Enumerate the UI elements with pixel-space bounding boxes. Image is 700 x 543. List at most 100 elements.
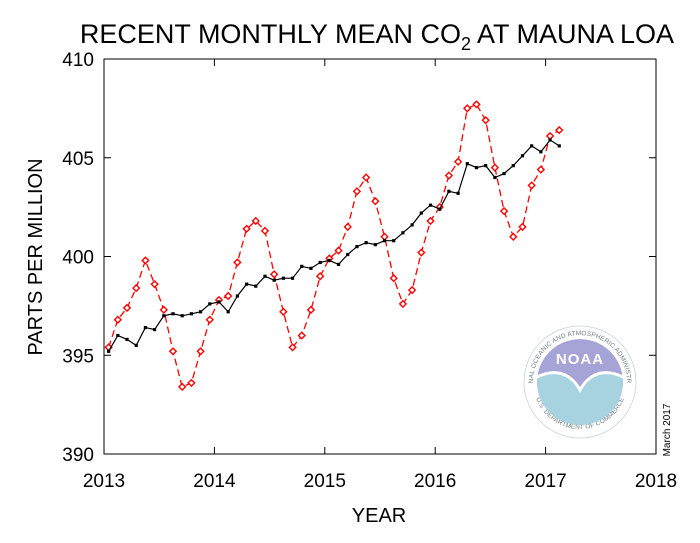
monthly-mean-point [398, 299, 408, 309]
monthly-mean-point [352, 187, 362, 196]
seasonally-corrected-point [143, 326, 148, 330]
monthly-mean-point [389, 274, 398, 283]
y-axis-label: PARTS PER MILLION [25, 158, 47, 355]
monthly-mean-point [361, 173, 371, 182]
seasonally-corrected-point [162, 314, 166, 318]
seasonally-corrected-point [309, 266, 313, 270]
monthly-mean-point [371, 197, 380, 206]
seasonally-corrected-point [355, 245, 359, 249]
monthly-mean-point [518, 222, 527, 232]
monthly-mean-point [122, 303, 132, 313]
seasonally-corrected-point [208, 302, 212, 306]
seasonally-corrected-point [419, 211, 423, 215]
monthly-mean-point [527, 181, 536, 190]
monthly-mean-point [315, 272, 325, 281]
chart-title-subscript: 2 [461, 34, 471, 54]
y-tick-label: 395 [62, 346, 94, 367]
monthly-mean-point [196, 347, 205, 356]
seasonally-corrected-point [539, 150, 543, 154]
monthly-mean-point [251, 216, 260, 226]
seasonally-corrected-point [557, 144, 561, 148]
monthly-mean-point [159, 305, 169, 315]
seasonally-corrected-point [116, 333, 120, 338]
x-tick-label: 2015 [304, 471, 346, 492]
seasonally-corrected-point [520, 154, 525, 158]
seasonally-corrected-point [447, 189, 451, 193]
seasonally-corrected-point [410, 223, 414, 227]
x-tick-label: 2017 [524, 471, 566, 492]
monthly-mean-point [150, 279, 159, 289]
monthly-mean-point [242, 224, 251, 234]
seasonally-corrected-point [502, 171, 506, 176]
seasonally-corrected-point [217, 300, 221, 304]
y-tick-label: 400 [62, 248, 94, 269]
seasonally-corrected-point [382, 239, 387, 243]
seasonally-corrected-point [530, 144, 534, 148]
monthly-mean-point [481, 116, 490, 125]
date-note: March 2017 [662, 403, 673, 456]
seasonally-corrected-point [346, 252, 350, 257]
monthly-mean-point [463, 104, 472, 113]
seasonally-corrected-point [428, 203, 433, 207]
monthly-mean-point [417, 248, 426, 257]
seasonally-corrected-point [548, 138, 552, 142]
seasonally-corrected-point [134, 343, 138, 347]
monthly-mean-point [141, 256, 150, 265]
seasonally-corrected-point [281, 276, 285, 280]
monthly-mean-point [444, 171, 454, 180]
seasonally-corrected-point [153, 327, 157, 332]
monthly-mean-point [499, 206, 509, 216]
noaa-letters: NOAA [556, 351, 604, 368]
monthly-mean-point [279, 307, 288, 316]
monthly-mean-point [113, 315, 123, 324]
monthly-mean-point [334, 246, 343, 255]
chart-title-main: RECENT MONTHLY MEAN CO [80, 19, 461, 49]
monthly-mean-point [187, 378, 196, 388]
monthly-mean-point [288, 343, 297, 352]
monthly-mean-point [343, 222, 352, 232]
chart-title: RECENT MONTHLY MEAN CO2 AT MAUNA LOA [80, 19, 674, 54]
monthly-mean-point [472, 100, 481, 109]
seasonally-corrected-point [263, 274, 267, 278]
monthly-mean-point [426, 216, 435, 226]
monthly-mean-point [306, 305, 316, 315]
seasonally-corrected-point [373, 243, 377, 247]
seasonally-corrected-point [254, 284, 258, 288]
monthly-mean-point [407, 285, 417, 295]
seasonally-corrected-point [226, 310, 230, 314]
monthly-mean-point [509, 232, 518, 241]
noaa-seagull-wave [537, 372, 623, 425]
seasonally-corrected-point [180, 314, 184, 318]
monthly-mean-point [269, 270, 279, 279]
chart-title-rest: AT MAUNA LOA [471, 19, 674, 49]
monthly-mean-point [536, 165, 546, 174]
seasonally-corrected-point [438, 207, 442, 211]
seasonally-corrected-point [318, 260, 322, 265]
x-tick-label: 2018 [635, 471, 677, 492]
seasonally-corrected-point [364, 241, 368, 245]
monthly-mean-point [490, 163, 500, 172]
seasonally-corrected-point [171, 312, 175, 316]
seasonally-corrected-point [235, 294, 239, 298]
y-tick-label: 390 [62, 445, 94, 466]
monthly-mean-line [107, 103, 560, 388]
x-axis-label: YEAR [352, 505, 406, 527]
seasonally-corrected-point [511, 164, 515, 168]
seasonally-corrected-point [493, 175, 497, 180]
seasonally-corrected-point [125, 337, 129, 342]
noaa-logo: NATIONAL OCEANIC AND ATMOSPHERIC ADMINIS… [523, 325, 637, 439]
seasonally-corrected-point [465, 162, 469, 166]
seasonally-corrected-point [300, 264, 304, 268]
seasonally-corrected-point [484, 164, 488, 168]
seasonally-corrected-point [474, 166, 479, 170]
monthly-mean-point [453, 157, 463, 166]
seasonally-corrected-point [189, 312, 194, 316]
seasonally-corrected-point [244, 282, 249, 286]
seasonally-corrected-point [199, 310, 203, 314]
seasonally-corrected-point [392, 239, 396, 243]
x-tick-label: 2016 [414, 471, 456, 492]
seasonally-corrected-point [290, 276, 295, 280]
y-tick-label: 410 [62, 50, 94, 71]
monthly-mean-point [205, 315, 214, 324]
